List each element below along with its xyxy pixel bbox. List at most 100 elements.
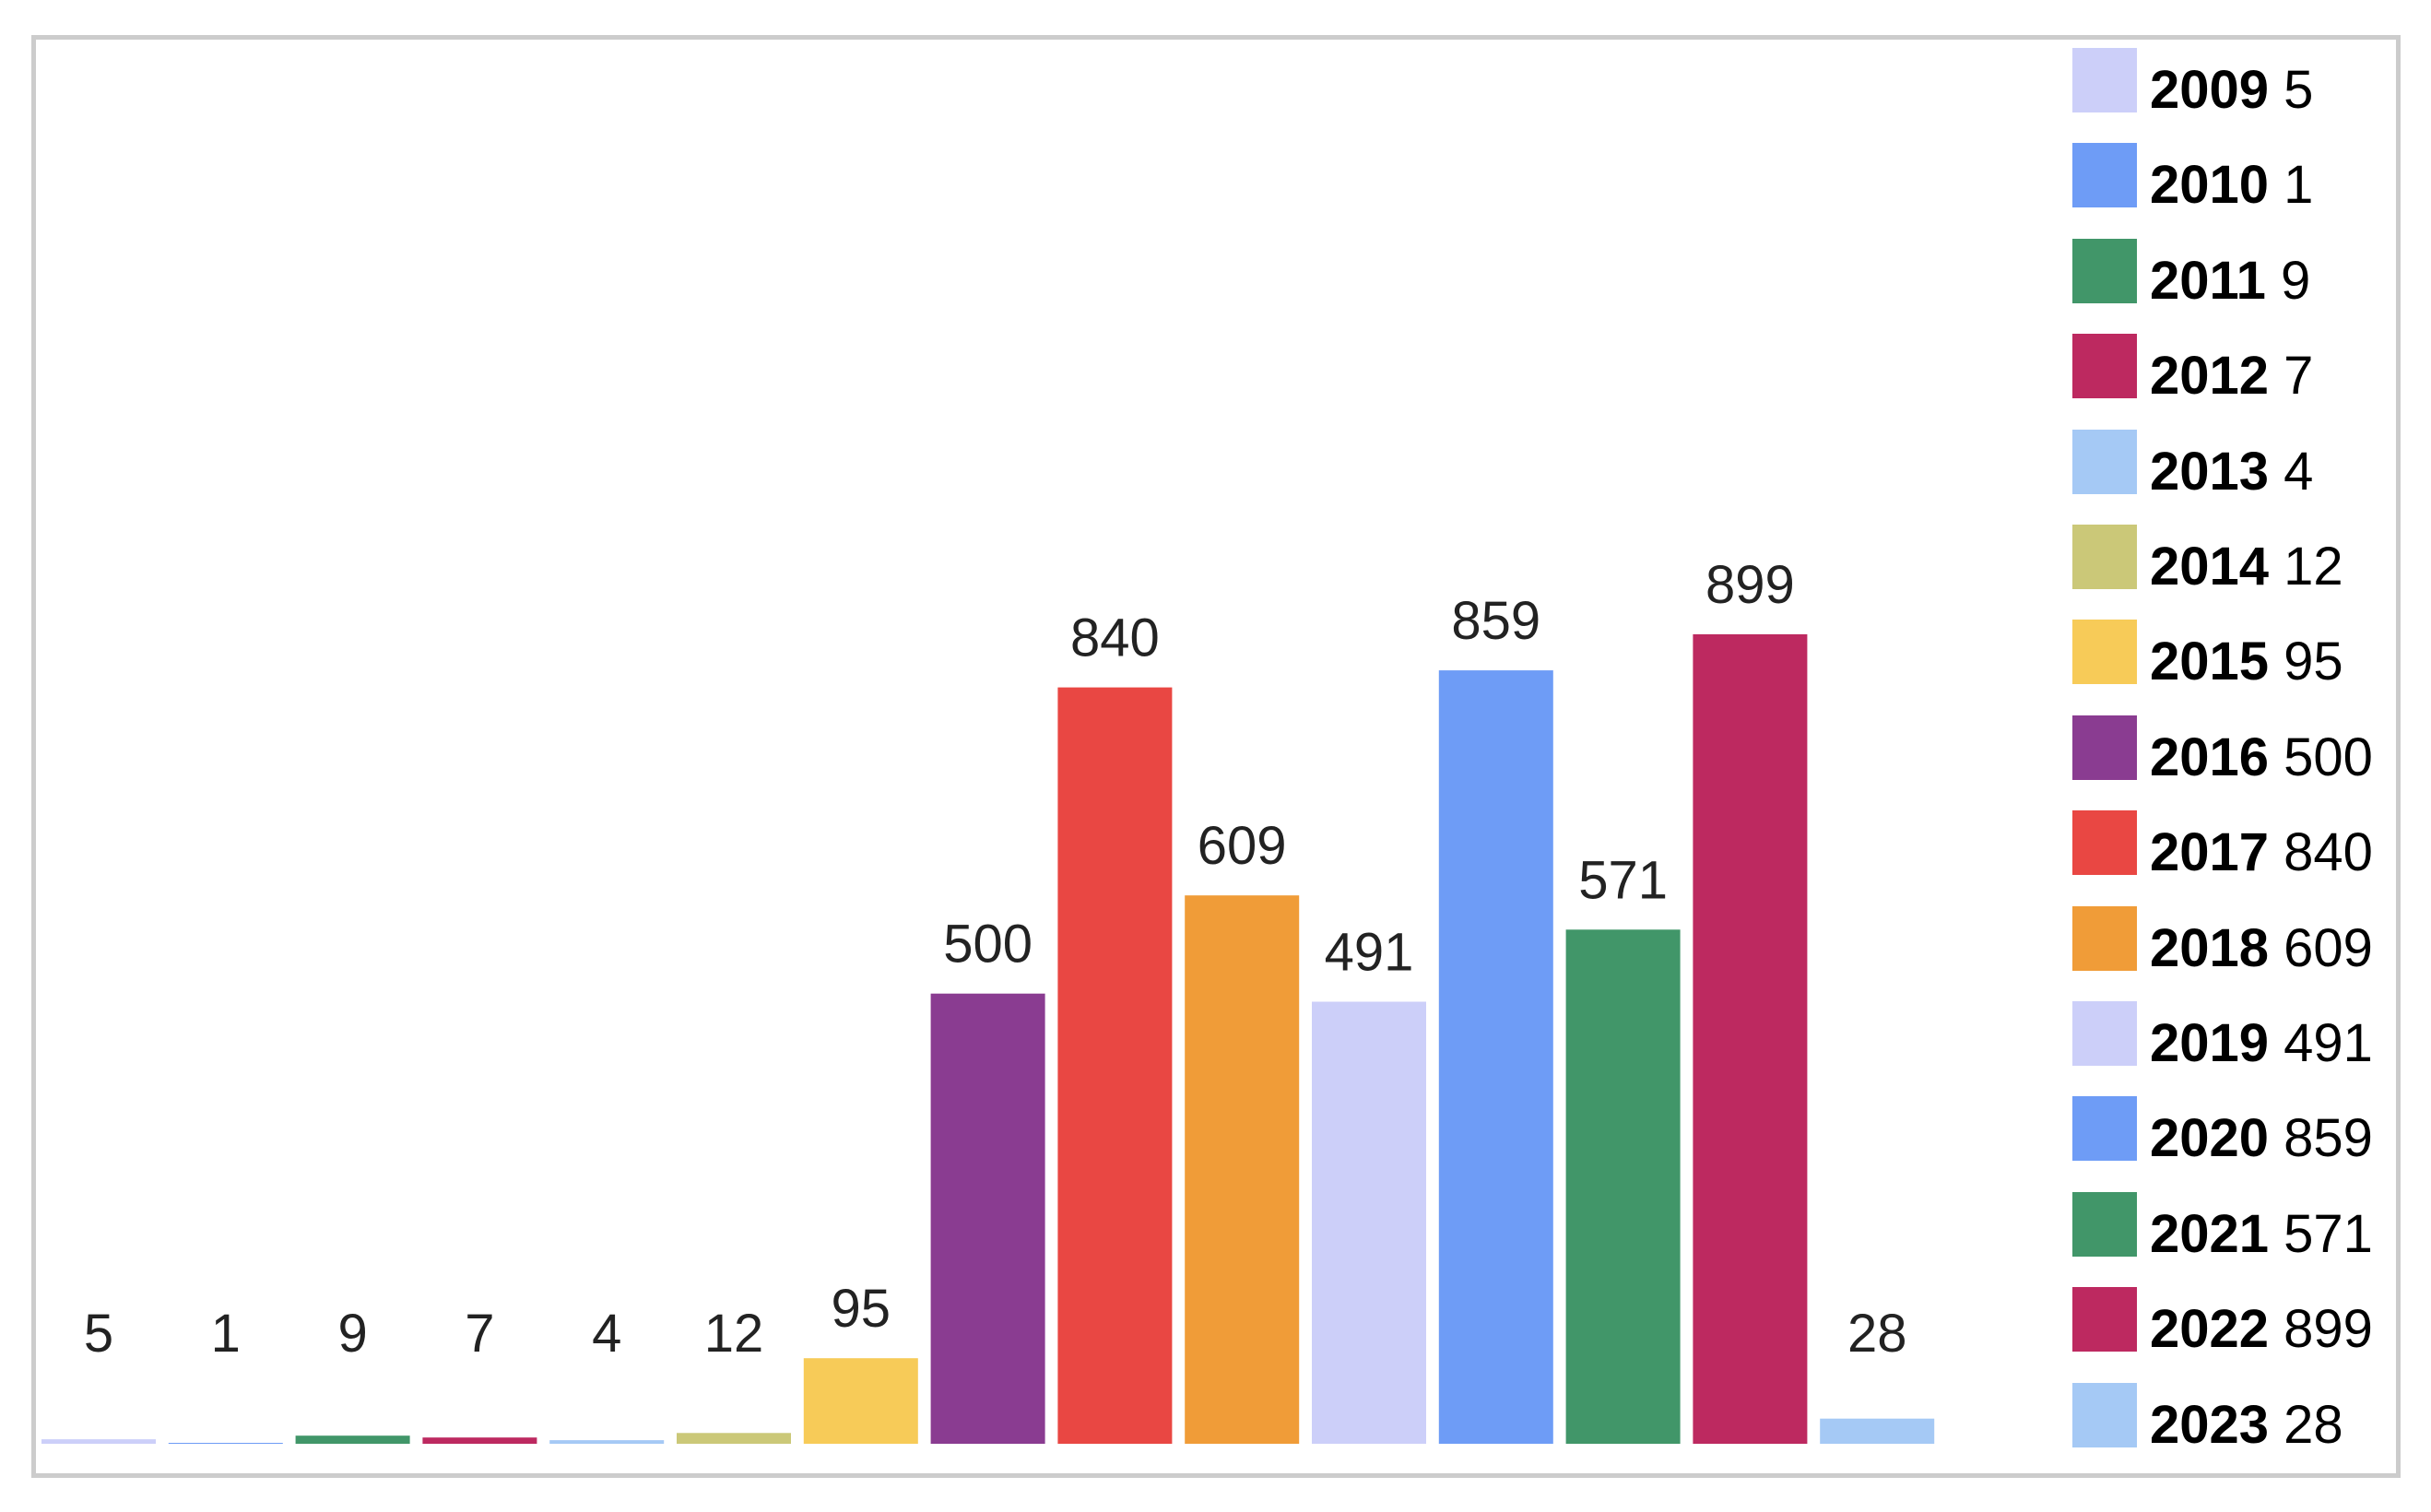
legend-swatch: [2072, 334, 2137, 399]
legend-swatch: [2072, 48, 2137, 112]
bar-2012: [422, 1437, 537, 1444]
bar-2014: [677, 1433, 791, 1444]
legend-swatch: [2072, 810, 2137, 876]
legend-swatch: [2072, 429, 2137, 494]
data-label-2016: 500: [943, 915, 1033, 975]
data-label-2022: 899: [1705, 555, 1795, 615]
legend-value: 4: [2283, 441, 2314, 502]
legend-item-2022: 2022 899: [2072, 1287, 2404, 1361]
bar-2010: [168, 1443, 283, 1444]
bar-2015: [803, 1358, 918, 1444]
legend-text: 2022 899: [2150, 1293, 2373, 1366]
data-label-2017: 840: [1070, 608, 1160, 668]
legend-swatch: [2072, 1382, 2137, 1447]
chart-legend: 2009 5 2010 1 2011 9 2012 7 2013 4 2014 12 201…: [2072, 48, 2404, 1468]
legend-text: 2009 5: [2150, 53, 2313, 127]
legend-value: 571: [2283, 1203, 2373, 1264]
legend-value: 12: [2283, 537, 2343, 597]
legend-year: 2009: [2150, 60, 2270, 120]
data-label-2013: 4: [592, 1304, 621, 1364]
legend-text: 2021 571: [2150, 1198, 2373, 1271]
legend-swatch: [2072, 238, 2137, 303]
bar-2023: [1820, 1418, 1935, 1444]
legend-item-2023: 2023 28: [2072, 1382, 2404, 1457]
legend-item-2011: 2011 9: [2072, 238, 2404, 313]
legend-text: 2020 859: [2150, 1102, 2373, 1175]
legend-value: 899: [2283, 1299, 2373, 1360]
legend-year: 2022: [2150, 1299, 2270, 1360]
legend-value: 95: [2283, 632, 2343, 692]
data-label-2020: 859: [1451, 591, 1540, 651]
legend-value: 5: [2283, 60, 2314, 120]
legend-item-2018: 2018 609: [2072, 905, 2404, 980]
legend-item-2014: 2014 12: [2072, 525, 2404, 598]
legend-text: 2011 9: [2150, 244, 2310, 318]
data-label-2015: 95: [832, 1279, 891, 1339]
legend-value: 7: [2283, 346, 2314, 407]
data-label-2009: 5: [84, 1304, 113, 1364]
legend-item-2020: 2020 859: [2072, 1096, 2404, 1170]
legend-text: 2013 4: [2150, 435, 2313, 509]
legend-value: 500: [2283, 726, 2373, 787]
legend-year: 2020: [2150, 1108, 2270, 1169]
legend-text: 2018 609: [2150, 912, 2373, 986]
data-label-2011: 9: [337, 1304, 367, 1364]
data-label-2019: 491: [1325, 923, 1414, 983]
legend-swatch: [2072, 1191, 2137, 1257]
legend-year: 2010: [2150, 155, 2270, 216]
data-label-2021: 571: [1578, 850, 1668, 910]
bar-2019: [1312, 1001, 1426, 1444]
legend-year: 2023: [2150, 1394, 2270, 1455]
legend-item-2016: 2016 500: [2072, 715, 2404, 789]
legend-year: 2017: [2150, 822, 2270, 883]
legend-text: 2014 12: [2150, 530, 2343, 604]
data-label-2018: 609: [1198, 816, 1287, 876]
data-label-2014: 12: [704, 1304, 764, 1364]
legend-text: 2019 491: [2150, 1007, 2373, 1081]
data-label-2023: 28: [1847, 1304, 1907, 1364]
bar-2017: [1057, 687, 1173, 1444]
legend-year: 2019: [2150, 1013, 2270, 1073]
legend-year: 2013: [2150, 441, 2270, 502]
legend-year: 2014: [2150, 537, 2270, 597]
legend-text: 2023 28: [2150, 1388, 2343, 1462]
legend-swatch: [2072, 905, 2137, 971]
legend-item-2015: 2015 95: [2072, 620, 2404, 693]
legend-item-2019: 2019 491: [2072, 1001, 2404, 1075]
data-label-2012: 7: [465, 1304, 494, 1364]
legend-item-2021: 2021 571: [2072, 1191, 2404, 1266]
bar-2022: [1693, 634, 1808, 1444]
legend-swatch: [2072, 1096, 2137, 1162]
legend-year: 2016: [2150, 726, 2270, 787]
legend-text: 2015 95: [2150, 625, 2343, 699]
legend-value: 840: [2283, 822, 2373, 883]
legend-item-2009: 2009 5: [2072, 48, 2404, 122]
legend-text: 2010 1: [2150, 148, 2313, 222]
legend-item-2012: 2012 7: [2072, 334, 2404, 408]
data-label-2010: 1: [211, 1304, 241, 1364]
legend-year: 2011: [2150, 250, 2266, 311]
legend-swatch: [2072, 715, 2137, 780]
bar-2020: [1438, 670, 1553, 1444]
legend-value: 9: [2280, 250, 2311, 311]
legend-value: 859: [2283, 1108, 2373, 1169]
bar-2011: [295, 1435, 410, 1444]
legend-year: 2018: [2150, 917, 2270, 978]
legend-item-2013: 2013 4: [2072, 429, 2404, 503]
legend-swatch: [2072, 525, 2137, 589]
legend-swatch: [2072, 1287, 2137, 1353]
bar-2013: [549, 1440, 665, 1444]
legend-item-2010: 2010 1: [2072, 143, 2404, 217]
legend-text: 2016 500: [2150, 721, 2373, 795]
legend-item-2017: 2017 840: [2072, 810, 2404, 884]
legend-swatch: [2072, 1001, 2137, 1066]
bar-2009: [41, 1439, 156, 1444]
legend-swatch: [2072, 620, 2137, 685]
legend-year: 2012: [2150, 346, 2270, 407]
legend-year: 2015: [2150, 632, 2270, 692]
bar-2018: [1185, 895, 1300, 1444]
legend-value: 1: [2283, 155, 2314, 216]
legend-swatch: [2072, 143, 2137, 208]
legend-text: 2012 7: [2150, 339, 2313, 413]
